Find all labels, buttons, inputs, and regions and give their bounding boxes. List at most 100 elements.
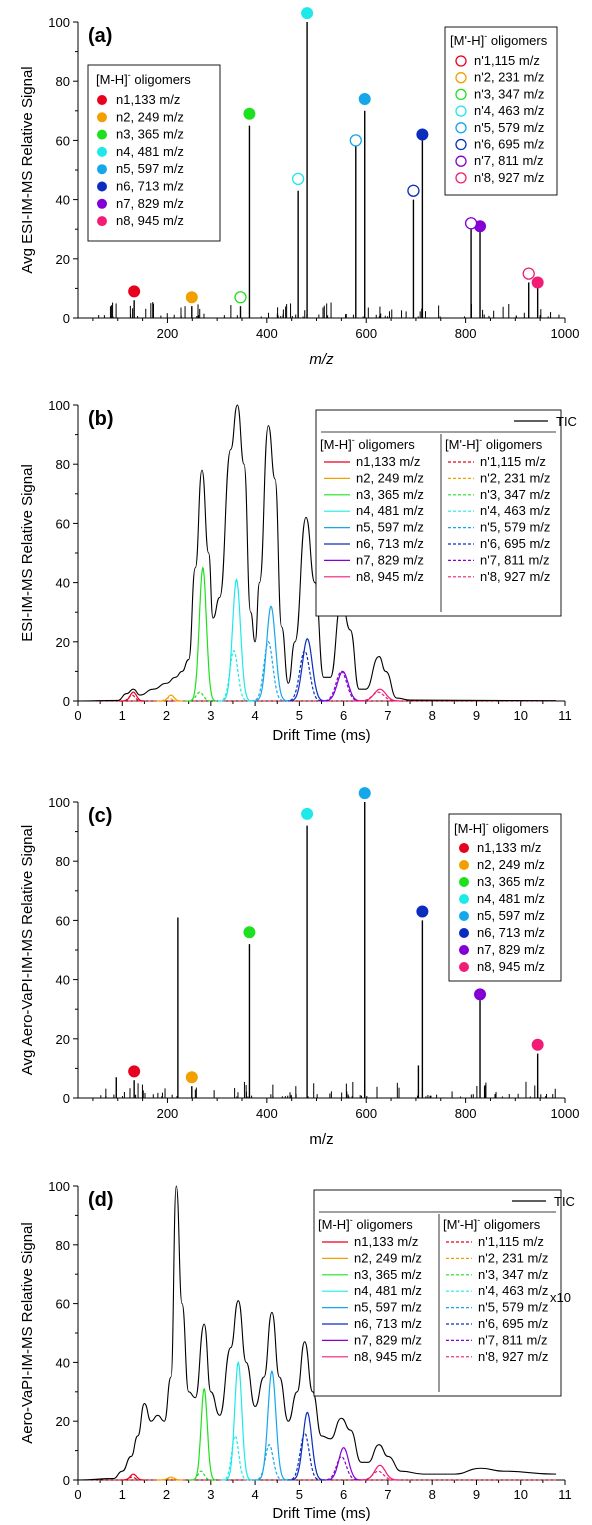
n-trace [255, 1369, 288, 1481]
legend-marker [97, 198, 107, 209]
x-tick-label: 4 [251, 708, 258, 723]
peak-marker-n [243, 926, 256, 939]
n-trace [191, 1387, 217, 1481]
legend-label: n'7, 811 m/z [474, 153, 543, 168]
legend-marker [455, 55, 467, 67]
legend-label: n4, 481 m/z [477, 891, 545, 906]
x-tick-label: 1 [119, 1487, 126, 1502]
n-trace [324, 1447, 364, 1481]
legend-label-nprime: n'2, 231 m/z [480, 470, 550, 485]
x-axis-label: m/z [309, 351, 334, 368]
legend-title-suffix: oligomers [489, 821, 549, 836]
legend-title-main: [M-H] [96, 72, 128, 87]
legend-label-n: n5, 597 m/z [356, 520, 424, 535]
legend-title-nprime-main: [M'-H] [445, 437, 479, 452]
legend-label-nprime: n'8, 927 m/z [480, 569, 550, 584]
legend-label: n'6, 695 m/z [474, 137, 544, 152]
x-tick-label: 800 [455, 326, 477, 341]
y-axis-label: Avg ESI-IM-MS Relative Signal [19, 66, 36, 273]
x-tick-label: 4 [251, 1487, 258, 1502]
n-trace [120, 1473, 146, 1481]
legend-marker [459, 962, 469, 972]
y-tick-label: 60 [56, 1297, 70, 1312]
legend-marker [97, 216, 107, 227]
panel-3: 0 20 40 60 80 100 0 1 2 3 4 5 6 7 8 9 10 11 Drift Time (ms… [19, 1179, 575, 1522]
peak-marker-n [301, 7, 314, 20]
x-tick-label: 1000 [551, 1106, 580, 1121]
legend-marker [97, 146, 107, 157]
y-tick-label: 100 [48, 398, 70, 413]
legend-label-n: n5, 597 m/z [354, 1300, 422, 1315]
peak-marker-nprime [407, 184, 420, 197]
legend-combined: TIC[M-H]- oligomers [M'-H]- oligomersn1,1… [315, 409, 577, 617]
legend-box [87, 64, 221, 242]
legend-title-charge: - [486, 819, 489, 829]
n-trace [220, 578, 253, 702]
legend-marker [459, 894, 469, 904]
legend-title-n-main: [M-H] [318, 1217, 350, 1232]
legend-label-n: n6, 713 m/z [354, 1316, 422, 1331]
legend-title: [M-H]- oligomers [454, 819, 549, 836]
nprime-trace [185, 691, 214, 702]
legend-label-nprime: n'3, 347 m/z [480, 487, 550, 502]
legend-marker [459, 843, 469, 853]
panel-tag: (b) [88, 408, 114, 430]
x-tick-label: 800 [455, 1106, 477, 1121]
peak-marker-n [474, 988, 487, 1001]
x-tick-label: 11 [558, 1487, 572, 1502]
legend-label-n: n4, 481 m/z [354, 1283, 422, 1298]
y-axis-label: ESI-IM-MS Relative Signal [19, 464, 36, 642]
n-trace [253, 605, 289, 702]
x-tick-label: 3 [207, 708, 214, 723]
legend-marker [455, 105, 467, 117]
y-tick-label: 40 [56, 1355, 70, 1370]
x-tick-label: 6 [340, 708, 347, 723]
y-tick-label: 80 [56, 74, 70, 89]
panel-tag: (c) [88, 805, 112, 827]
x-tick-label: 2 [163, 1487, 170, 1502]
x-tick-label: 200 [157, 1106, 179, 1121]
y-tick-label: 20 [56, 252, 70, 267]
legend-marker [97, 95, 107, 105]
legend-tic-label: TIC [556, 414, 577, 429]
legend-title-nprime-suffix: oligomers [480, 1217, 540, 1232]
legend-title-suffix: oligomers [487, 33, 547, 48]
nprime-trace [188, 1470, 214, 1481]
y-axis-label: Avg Aero-VaPI-IM-MS Relative Signal [19, 825, 36, 1075]
legend-label: n1,133 m/z [116, 92, 180, 107]
legend-label: n8, 945 m/z [116, 213, 184, 228]
legend-label-n: n8, 945 m/z [356, 569, 424, 584]
n-trace [158, 694, 183, 702]
legend-label: n'8, 927 m/z [474, 170, 544, 185]
tic-trace [77, 1185, 557, 1481]
x-tick-label: 2 [163, 708, 170, 723]
legend-marker [97, 129, 107, 140]
legend-label: n'5, 579 m/z [474, 120, 544, 135]
legend-label-nprime: n'1,115 m/z [478, 1234, 544, 1249]
legend-label-nprime: n'5, 579 m/z [480, 520, 550, 535]
x-axis-label: Drift Time (ms) [272, 727, 370, 744]
legend-label-n: n1,133 m/z [354, 1234, 418, 1249]
peak-marker-nprime [522, 267, 535, 280]
legend-label-nprime: n'6, 695 m/z [478, 1316, 548, 1331]
legend-title-n-suffix: oligomers [353, 1217, 413, 1232]
n-trace [120, 691, 146, 702]
peak-marker-nprime [349, 134, 362, 147]
legend-n: [M-H]- oligomers n1,133 m/z n2, 249 m/z n3,… [448, 813, 562, 982]
y-axis-label: Aero-VaPI-IM-MS Relative Signal [19, 1222, 36, 1443]
legend-box [313, 1189, 562, 1397]
x-tick-label: 5 [296, 708, 303, 723]
y-tick-label: 80 [56, 854, 70, 869]
x-tick-label: 11 [558, 708, 572, 723]
x-tick-label: 8 [429, 1487, 436, 1502]
x-tick-label: 600 [355, 326, 377, 341]
legend-marker [455, 155, 467, 167]
x-tick-label: 600 [355, 1106, 377, 1121]
nprime-trace [285, 649, 325, 702]
x-tick-label: 8 [429, 708, 436, 723]
y-tick-label: 40 [56, 973, 70, 988]
legend-label-n: n1,133 m/z [356, 454, 420, 469]
legend-label: n'3, 347 m/z [474, 86, 544, 101]
x-tick-label: 9 [473, 708, 480, 723]
legend-box [315, 409, 562, 617]
